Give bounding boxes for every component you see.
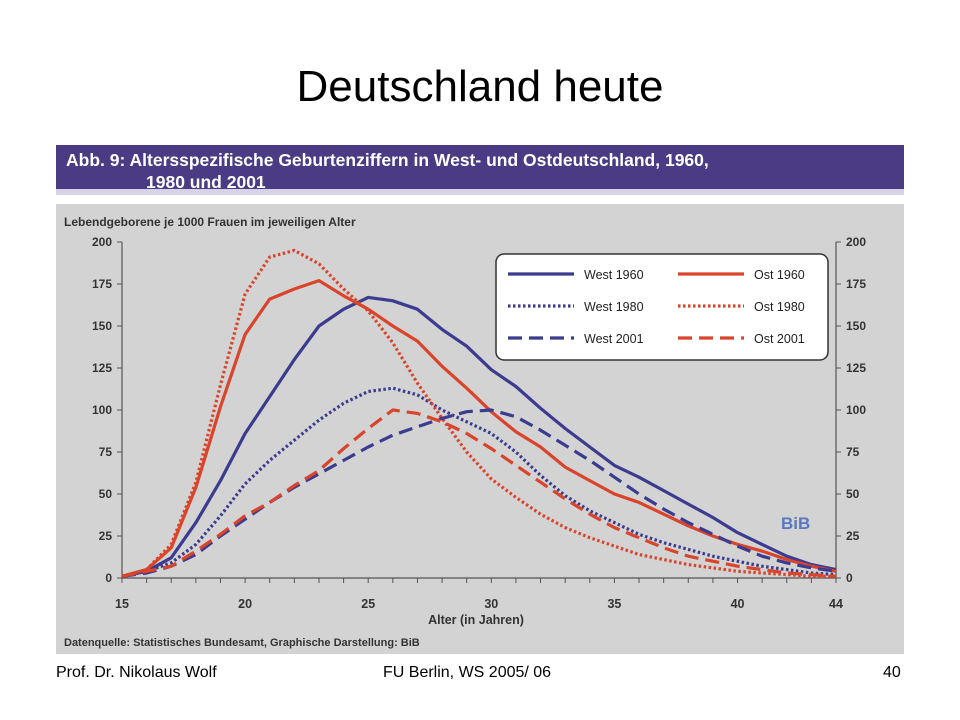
chart-panel: Lebendgeborene je 1000 Frauen im jeweili…	[56, 204, 904, 654]
x-tick-label: 35	[607, 597, 621, 611]
series-line-west-2001	[121, 408, 837, 578]
y-tick-label: 25	[99, 529, 113, 543]
figure-heading-line1: Abb. 9: Altersspezifische Geburtenziffer…	[66, 150, 709, 170]
page-number: 40	[883, 664, 901, 681]
y-tick-label-right: 175	[846, 277, 866, 291]
x-tick-label: 15	[115, 597, 129, 611]
figure-heading-line2: 1980 und 2001	[146, 172, 266, 192]
x-axis-label: Alter (in Jahren)	[428, 613, 524, 627]
bib-logo: BiB	[781, 514, 810, 533]
legend-label-ost-2001: Ost 2001	[754, 332, 805, 346]
legend-label-west-2001: West 2001	[584, 332, 644, 346]
series-line-ost-2001	[121, 408, 837, 578]
legend-label-ost-1960: Ost 1960	[754, 268, 805, 282]
series-line-west-1960	[121, 295, 837, 578]
slide-title: Deutschland heute	[296, 62, 664, 111]
y-tick-label-right: 200	[846, 235, 866, 249]
y-tick-label: 50	[99, 487, 113, 501]
x-tick-label: 44	[829, 597, 843, 611]
x-tick-label: 40	[731, 597, 745, 611]
y-tick-label: 100	[92, 403, 112, 417]
series-line-west-1980	[121, 386, 837, 578]
y-tick-label: 200	[92, 235, 112, 249]
y-tick-label-right: 125	[846, 361, 866, 375]
series-line-ost-1980	[121, 248, 836, 578]
legend-label-west-1980: West 1980	[584, 300, 644, 314]
y-tick-label-right: 75	[846, 445, 860, 459]
unit-label: Lebendgeborene je 1000 Frauen im jeweili…	[64, 215, 356, 229]
axes: 0 0 25 25 50 50 75 75 100 100 125 125 150 150 175 175 20…	[92, 235, 866, 611]
footer-course: FU Berlin, WS 2005/ 06	[383, 664, 552, 681]
legend-box	[495, 253, 829, 361]
series-lines	[121, 248, 837, 578]
series-line-ost-1960	[121, 278, 837, 578]
source-note: Datenquelle: Statistisches Bundesamt, Gr…	[64, 637, 420, 649]
y-tick-label: 125	[92, 361, 112, 375]
y-tick-label: 0	[105, 571, 112, 585]
footer-author: Prof. Dr. Nikolaus Wolf	[56, 664, 217, 681]
y-tick-label-right: 0	[846, 571, 853, 585]
y-tick-label: 150	[92, 319, 112, 333]
x-tick-label: 20	[238, 597, 252, 611]
legend-label-west-1960: West 1960	[584, 268, 644, 282]
y-tick-label-right: 100	[846, 403, 866, 417]
fertility-chart: Lebendgeborene je 1000 Frauen im jeweili…	[64, 215, 866, 649]
figure-heading: Abb. 9: Altersspezifische Geburtenziffer…	[56, 145, 904, 195]
y-tick-label: 75	[99, 445, 113, 459]
y-tick-label-right: 25	[846, 529, 860, 543]
x-tick-label: 25	[361, 597, 375, 611]
y-tick-label-right: 50	[846, 487, 860, 501]
y-tick-label: 175	[92, 277, 112, 291]
legend: West 1960 Ost 1960 West 1980 Ost 1980 West 2…	[495, 253, 829, 361]
x-tick-label: 30	[484, 597, 498, 611]
y-tick-label-right: 150	[846, 319, 866, 333]
legend-label-ost-1980: Ost 1980	[754, 300, 805, 314]
